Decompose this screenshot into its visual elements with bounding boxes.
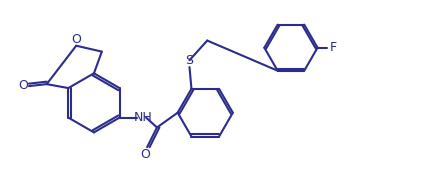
- Text: O: O: [140, 148, 150, 161]
- Text: F: F: [330, 41, 337, 54]
- Text: O: O: [71, 33, 81, 46]
- Text: NH: NH: [134, 111, 152, 124]
- Text: S: S: [186, 54, 194, 67]
- Text: O: O: [18, 79, 28, 92]
